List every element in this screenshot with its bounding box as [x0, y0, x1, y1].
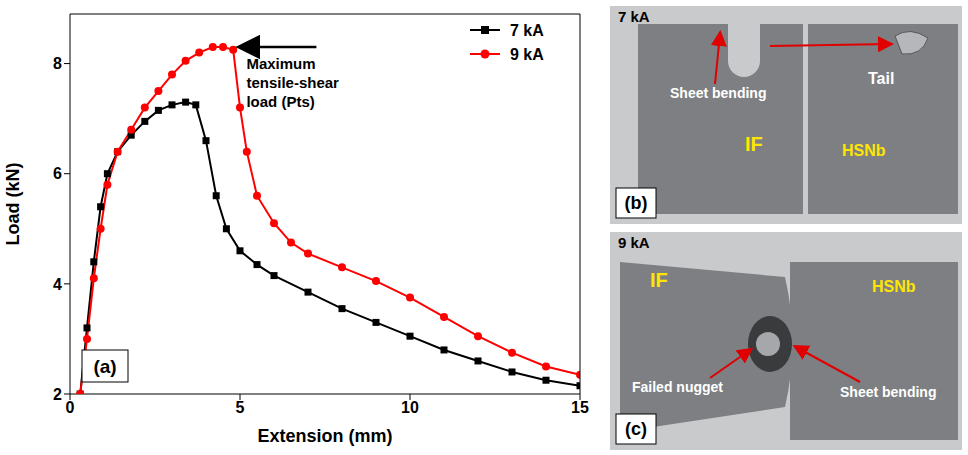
- svg-text:4: 4: [53, 276, 62, 293]
- svg-text:0: 0: [66, 399, 75, 416]
- svg-text:6: 6: [53, 165, 62, 182]
- svg-text:5: 5: [236, 399, 245, 416]
- svg-text:Sheet bending: Sheet bending: [840, 384, 936, 400]
- svg-text:15: 15: [571, 399, 589, 416]
- svg-text:IF: IF: [745, 133, 763, 155]
- svg-text:HSNb: HSNb: [872, 278, 916, 295]
- svg-text:Sheet bending: Sheet bending: [670, 85, 766, 101]
- svg-text:(c): (c): [625, 419, 647, 439]
- svg-text:Tail: Tail: [868, 70, 894, 87]
- svg-text:9 kA: 9 kA: [618, 234, 650, 251]
- svg-text:HSNb: HSNb: [842, 142, 886, 159]
- svg-text:9 kA: 9 kA: [510, 46, 544, 63]
- svg-text:Maximum: Maximum: [246, 55, 315, 72]
- svg-text:IF: IF: [650, 269, 668, 291]
- svg-text:Extension (mm): Extension (mm): [257, 426, 392, 446]
- svg-text:8: 8: [53, 55, 62, 72]
- svg-text:load (Pts): load (Pts): [246, 93, 314, 110]
- svg-text:Load (kN): Load (kN): [3, 162, 23, 245]
- svg-text:7 kA: 7 kA: [618, 8, 650, 25]
- svg-text:(b): (b): [625, 193, 648, 213]
- svg-text:Failed nugget: Failed nugget: [632, 379, 723, 395]
- svg-text:(a): (a): [93, 356, 116, 377]
- svg-text:2: 2: [53, 386, 62, 403]
- svg-text:7 kA: 7 kA: [510, 22, 544, 39]
- svg-text:tensile-shear: tensile-shear: [246, 74, 339, 91]
- svg-text:10: 10: [401, 399, 419, 416]
